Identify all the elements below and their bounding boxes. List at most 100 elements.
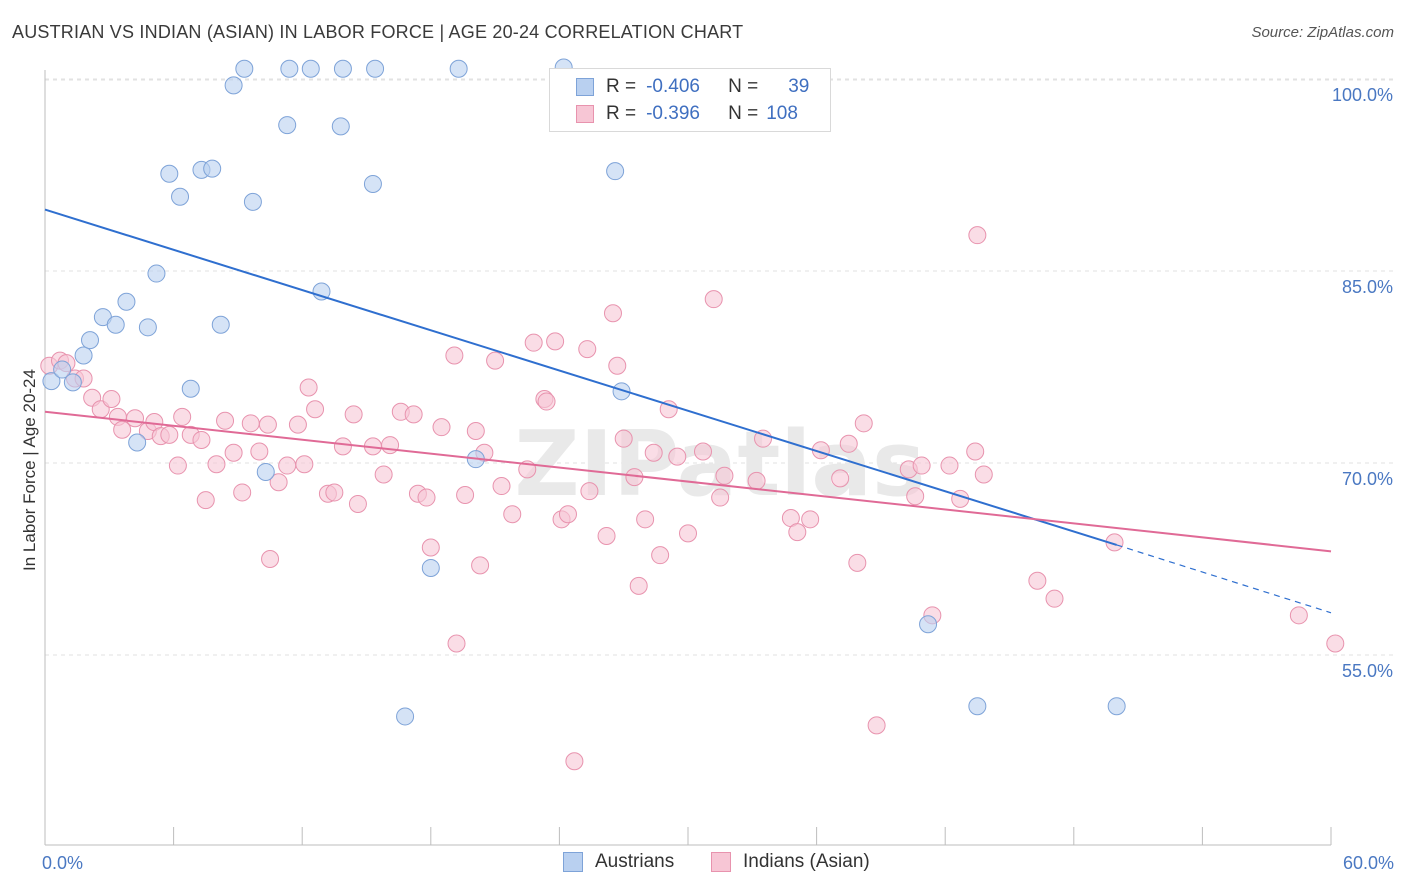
data-point — [854, 414, 873, 433]
austrians-points — [42, 58, 1126, 726]
data-point — [839, 434, 858, 453]
data-point — [333, 59, 352, 78]
r-label: R = — [606, 103, 637, 124]
x-tick-label-min: 0.0% — [42, 853, 84, 873]
legend-item-austrians: Austrians — [563, 851, 674, 873]
data-point — [486, 351, 505, 370]
data-point — [241, 414, 260, 433]
data-point — [747, 471, 766, 490]
data-point — [603, 304, 622, 323]
data-point — [261, 550, 280, 568]
data-point — [754, 429, 773, 448]
data-point — [1107, 697, 1126, 716]
data-point — [325, 483, 344, 502]
data-point — [524, 333, 543, 352]
data-point — [258, 415, 277, 434]
data-point — [788, 523, 807, 542]
data-point — [651, 546, 670, 565]
data-point — [396, 707, 415, 726]
data-point — [233, 483, 252, 502]
data-point — [668, 447, 687, 466]
data-point — [580, 482, 599, 501]
data-point — [492, 477, 511, 496]
indians-trend-line — [44, 410, 1332, 553]
legend-item-indians: Indians (Asian) — [711, 851, 870, 873]
y-tick-label: 55.0% — [1342, 661, 1393, 681]
r-value: -0.406 — [646, 76, 700, 97]
data-point — [636, 510, 655, 529]
y-tick-labels: 55.0% 70.0% 85.0% 100.0% — [1332, 85, 1393, 681]
data-point — [126, 409, 145, 428]
data-point — [694, 442, 713, 461]
austrians-trend-extension — [1116, 544, 1332, 614]
data-point — [160, 425, 179, 444]
data-point — [42, 372, 61, 391]
data-point — [417, 488, 436, 507]
data-point — [449, 59, 468, 78]
data-point — [348, 494, 367, 513]
austrians-swatch — [576, 78, 594, 96]
r-label: R = — [606, 76, 637, 97]
data-point — [63, 373, 82, 392]
data-point — [207, 455, 226, 474]
data-point — [331, 117, 350, 136]
data-point — [679, 524, 697, 543]
data-point — [715, 466, 734, 485]
data-point — [269, 473, 288, 492]
indians-swatch — [576, 105, 594, 123]
n-label: N = — [728, 103, 759, 124]
n-label: N = — [728, 76, 759, 97]
data-point — [344, 405, 363, 424]
legend-label: Austrians — [595, 851, 675, 872]
data-point — [558, 505, 577, 524]
data-point — [173, 407, 192, 426]
data-point — [644, 443, 663, 462]
indians-legend-swatch — [711, 852, 731, 872]
legend-row-indians: R = -0.396 N = 108 — [550, 100, 798, 128]
data-point — [578, 340, 597, 359]
data-point — [940, 456, 959, 475]
data-point — [848, 553, 867, 572]
r-value: -0.396 — [646, 103, 700, 124]
series-legend: Austrians Indians (Asian) — [0, 851, 1406, 877]
data-point — [181, 379, 200, 398]
data-point — [1326, 634, 1345, 653]
data-point — [333, 437, 352, 456]
data-point — [288, 415, 307, 434]
data-point — [421, 558, 440, 577]
data-point — [659, 400, 678, 419]
data-point — [374, 465, 393, 484]
data-point — [53, 360, 72, 379]
data-point — [171, 187, 190, 206]
source-credit: Source: ZipAtlas.com — [1251, 24, 1394, 41]
y-tick-label: 70.0% — [1342, 469, 1393, 489]
data-point — [81, 331, 100, 350]
data-point — [597, 526, 616, 545]
data-point — [211, 315, 230, 334]
data-point — [106, 315, 125, 334]
data-point — [363, 174, 382, 193]
x-tick-label-max: 60.0% — [1342, 853, 1394, 873]
legend-label: Indians (Asian) — [743, 851, 870, 872]
data-point — [831, 469, 850, 488]
data-point — [196, 491, 215, 510]
data-point — [74, 346, 93, 365]
data-point — [102, 390, 121, 408]
data-point — [404, 405, 423, 424]
correlation-legend: R = -0.406 N = 39 R = -0.396 N = 108 — [549, 68, 831, 132]
data-point — [113, 420, 132, 439]
data-point — [432, 418, 451, 437]
data-point — [968, 226, 987, 245]
data-point — [445, 346, 464, 365]
data-point — [278, 116, 297, 135]
data-point — [447, 634, 466, 653]
data-point — [867, 716, 886, 735]
data-point — [117, 292, 136, 311]
data-point — [160, 164, 179, 183]
data-point — [295, 455, 314, 474]
data-point — [306, 400, 325, 419]
data-point — [565, 752, 584, 771]
data-point — [366, 59, 385, 78]
data-point — [608, 356, 627, 375]
